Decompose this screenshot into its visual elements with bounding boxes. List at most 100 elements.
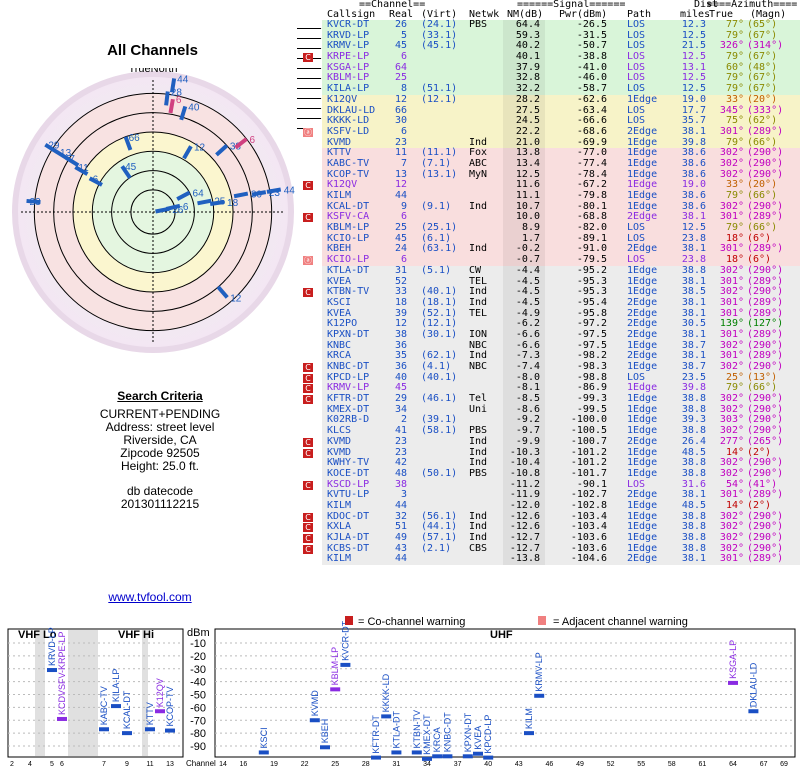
cell-true: 302°: [719, 361, 744, 372]
co-channel-warning-icon: C: [303, 384, 313, 394]
cell-real: 41: [394, 425, 407, 437]
cell-dist: 38.1: [681, 350, 706, 362]
cell-callsign[interactable]: KVMD: [327, 435, 352, 447]
cell-true: 75°: [725, 115, 744, 127]
nm-column-shade: [503, 554, 545, 566]
cell-callsign[interactable]: KRPE-LP: [327, 51, 370, 63]
cell-callsign[interactable]: KSFV-LD: [327, 125, 370, 137]
cell-nm: -7.3: [515, 350, 540, 362]
cell-path: 1Edge: [627, 136, 658, 148]
cell-callsign[interactable]: KCIO-LP: [327, 232, 370, 244]
cell-callsign[interactable]: KABC-TV: [327, 157, 370, 169]
cell-callsign[interactable]: K02RB-D: [327, 414, 370, 426]
cell-callsign[interactable]: KSGA-LP: [327, 61, 370, 73]
x-tick-label: 64: [729, 761, 737, 768]
x-tick-label: 7: [102, 761, 106, 768]
spectrum-station-label: KSCI: [259, 727, 269, 748]
cell-virt: (18.1): [421, 296, 458, 308]
cell-callsign[interactable]: KTTV: [327, 147, 352, 159]
cell-callsign[interactable]: KWHY-TV: [327, 457, 370, 469]
cell-true: 302°: [719, 393, 744, 405]
cell-callsign[interactable]: KRMV-LP: [327, 40, 370, 52]
cell-magn: (289°): [747, 211, 784, 223]
cell-callsign[interactable]: KTLA-DT: [327, 264, 370, 276]
x-tick-label: 5: [50, 761, 54, 768]
radar-station-bar: [65, 156, 80, 167]
cell-pwr: -98.3: [576, 361, 607, 372]
cell-pwr: -104.6: [570, 553, 607, 565]
cell-real: 36: [394, 339, 407, 351]
cell-nm: -10.8: [509, 467, 540, 479]
cell-path: LOS: [627, 371, 646, 383]
cell-true: 18°: [725, 232, 744, 244]
cell-callsign[interactable]: KFTR-DT: [327, 393, 370, 405]
cell-true: 60°: [725, 61, 744, 73]
cell-callsign[interactable]: KILM: [327, 190, 352, 201]
cell-callsign[interactable]: KVCR-DT: [327, 19, 370, 30]
cell-callsign[interactable]: KVTU-LP: [327, 489, 370, 501]
cell-callsign[interactable]: KVMD: [327, 446, 352, 458]
cell-callsign[interactable]: KJLA-DT: [327, 532, 370, 543]
cell-callsign[interactable]: KNBC-DT: [327, 361, 370, 372]
spectrum-station-label: KFTR-DT: [371, 715, 381, 754]
cell-netwk: Ind: [469, 136, 488, 148]
cell-callsign[interactable]: KDOC-DT: [327, 510, 370, 522]
cell-callsign[interactable]: KRCA: [327, 350, 352, 362]
cell-callsign[interactable]: KCOP-TV: [327, 168, 370, 180]
cell-callsign[interactable]: KNBC: [327, 339, 352, 351]
cell-callsign[interactable]: KBLM-LP: [327, 72, 370, 84]
nm-column-shade: [503, 394, 545, 405]
cell-callsign[interactable]: KSFV-CA: [327, 211, 370, 223]
cell-callsign[interactable]: KRMV-LP: [327, 382, 370, 394]
cell-real: 42: [394, 457, 407, 469]
cell-callsign[interactable]: K12QV: [327, 179, 358, 191]
cell-virt: (39.1): [421, 414, 458, 426]
cell-callsign[interactable]: KSCD-LP: [327, 478, 370, 490]
cell-magn: (290°): [747, 521, 784, 533]
cell-callsign[interactable]: KOCE-DT: [327, 467, 370, 479]
cell-callsign[interactable]: KVEA: [327, 307, 352, 319]
nm-column-shade: [503, 426, 545, 437]
cell-dist: 38.6: [681, 147, 706, 159]
cell-pwr: -95.2: [576, 264, 607, 276]
cell-callsign[interactable]: KCIO-LP: [327, 254, 370, 266]
cell-callsign[interactable]: K12PO: [327, 318, 358, 330]
cell-callsign[interactable]: KVMD: [327, 136, 352, 148]
cell-real: 45: [394, 382, 407, 394]
cell-dist: 19.0: [681, 179, 706, 191]
site-link[interactable]: www.tvfool.com: [108, 590, 192, 604]
cell-callsign[interactable]: KMEX-DT: [327, 403, 370, 415]
co-channel-warning-icon: C: [303, 53, 313, 63]
radar-station-label: 40: [188, 102, 200, 113]
cell-pwr: -63.4: [576, 104, 607, 116]
nm-column-shade: [503, 41, 545, 53]
cell-callsign[interactable]: KTBN-TV: [327, 286, 370, 298]
cell-dist: 21.5: [681, 40, 706, 52]
cell-nm: -12.7: [509, 542, 540, 554]
radar-station-bar: [168, 98, 175, 114]
cell-callsign[interactable]: KILA-LP: [327, 83, 370, 95]
cell-callsign[interactable]: KBEH: [327, 243, 352, 255]
cell-callsign[interactable]: KSCI: [327, 296, 352, 308]
cell-pwr: -68.6: [576, 125, 607, 137]
row-band: [322, 126, 800, 138]
cell-real: 40: [394, 371, 407, 383]
cell-callsign[interactable]: DKLAU-LD: [327, 104, 376, 116]
row-band: [322, 383, 800, 395]
cell-callsign[interactable]: KCAL-DT: [327, 200, 370, 212]
cell-callsign[interactable]: KPCD-LP: [327, 371, 370, 383]
y-tick-label: -50: [190, 690, 206, 702]
cell-callsign[interactable]: KILM: [327, 499, 352, 511]
cell-callsign[interactable]: KPXN-DT: [327, 328, 370, 340]
cell-callsign[interactable]: KILM: [327, 553, 352, 565]
cell-callsign[interactable]: KCBS-DT: [327, 542, 370, 554]
cell-callsign[interactable]: KBLM-LP: [327, 222, 370, 234]
cell-callsign[interactable]: KKKK-LD: [327, 115, 370, 127]
cell-callsign[interactable]: KRVD-LP: [327, 29, 370, 41]
cell-callsign[interactable]: KXLA: [327, 521, 352, 533]
cell-callsign[interactable]: KVEA: [327, 275, 352, 287]
cell-magn: (290°): [747, 403, 784, 415]
cell-callsign[interactable]: KLCS: [327, 425, 352, 437]
cell-callsign[interactable]: K12QV: [327, 93, 358, 105]
cell-dist: 23.8: [681, 254, 706, 266]
